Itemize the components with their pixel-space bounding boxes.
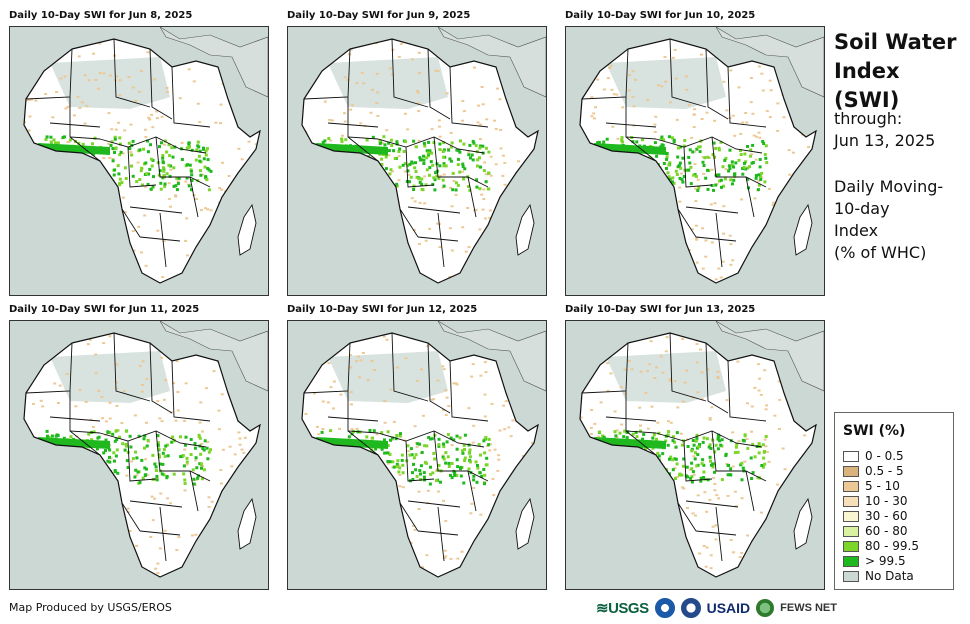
globe-icon	[756, 599, 775, 617]
method-line-3: Index	[834, 221, 879, 240]
legend-swatch	[843, 555, 859, 567]
method-line-4: (% of WHC)	[834, 243, 927, 262]
legend-swatch	[843, 465, 859, 477]
legend-label: No Data	[865, 569, 914, 583]
legend-swatch	[843, 480, 859, 492]
partner-logos: ≋USGS USAID FEWS NET	[596, 597, 837, 619]
legend-item: 0 - 0.5	[843, 449, 904, 463]
product-title: Soil Water Index (SWI)	[834, 28, 964, 115]
legend-title: SWI (%)	[843, 423, 906, 439]
legend-item: 30 - 60	[843, 509, 908, 523]
legend-swatch	[843, 495, 859, 507]
swi-map	[9, 26, 269, 296]
usaid-logo: USAID	[706, 600, 751, 616]
legend-item: No Data	[843, 569, 914, 583]
legend-label: 60 - 80	[865, 524, 908, 538]
title-line-2: Index (SWI)	[834, 59, 900, 112]
legend-swatch	[843, 525, 859, 537]
legend-swatch	[843, 570, 859, 582]
method-block: Daily Moving- 10-day Index (% of WHC)	[834, 176, 964, 264]
panel-title: Daily 10-Day SWI for Jun 10, 2025	[565, 10, 756, 21]
legend: SWI (%) 0 - 0.5 0.5 - 5 5 - 10 10 - 30 3…	[834, 412, 954, 590]
through-label: through:	[834, 109, 903, 128]
panel-title: Daily 10-Day SWI for Jun 13, 2025	[565, 304, 756, 315]
method-line-1: Daily Moving-	[834, 177, 944, 196]
usgs-logo: ≋USGS	[596, 600, 649, 617]
swi-map	[287, 26, 547, 296]
map-credit: Map Produced by USGS/EROS	[9, 601, 172, 614]
legend-item: > 99.5	[843, 554, 906, 568]
swi-map	[287, 320, 547, 590]
legend-label: > 99.5	[865, 554, 906, 568]
legend-swatch	[843, 510, 859, 522]
legend-swatch	[843, 540, 859, 552]
legend-item: 60 - 80	[843, 524, 908, 538]
swi-map	[565, 320, 825, 590]
legend-label: 80 - 99.5	[865, 539, 919, 553]
legend-item: 0.5 - 5	[843, 464, 904, 478]
fews-net-logo: FEWS NET	[780, 602, 837, 614]
legend-label: 0 - 0.5	[865, 449, 904, 463]
usda-seal-icon	[680, 598, 701, 618]
legend-item: 10 - 30	[843, 494, 908, 508]
legend-label: 5 - 10	[865, 479, 900, 493]
panel-title: Daily 10-Day SWI for Jun 12, 2025	[287, 304, 478, 315]
legend-swatch	[843, 450, 859, 462]
swi-map	[9, 320, 269, 590]
legend-label: 10 - 30	[865, 494, 908, 508]
through-date: Jun 13, 2025	[834, 131, 936, 150]
legend-item: 5 - 10	[843, 479, 900, 493]
title-line-1: Soil Water	[834, 30, 957, 54]
noaa-seal-icon	[654, 598, 675, 618]
panel-title: Daily 10-Day SWI for Jun 8, 2025	[9, 10, 193, 21]
through-block: through: Jun 13, 2025	[834, 108, 964, 152]
panel-title: Daily 10-Day SWI for Jun 11, 2025	[9, 304, 200, 315]
panel-title: Daily 10-Day SWI for Jun 9, 2025	[287, 10, 471, 21]
legend-item: 80 - 99.5	[843, 539, 919, 553]
legend-label: 30 - 60	[865, 509, 908, 523]
legend-label: 0.5 - 5	[865, 464, 904, 478]
method-line-2: 10-day	[834, 199, 890, 218]
swi-map	[565, 26, 825, 296]
